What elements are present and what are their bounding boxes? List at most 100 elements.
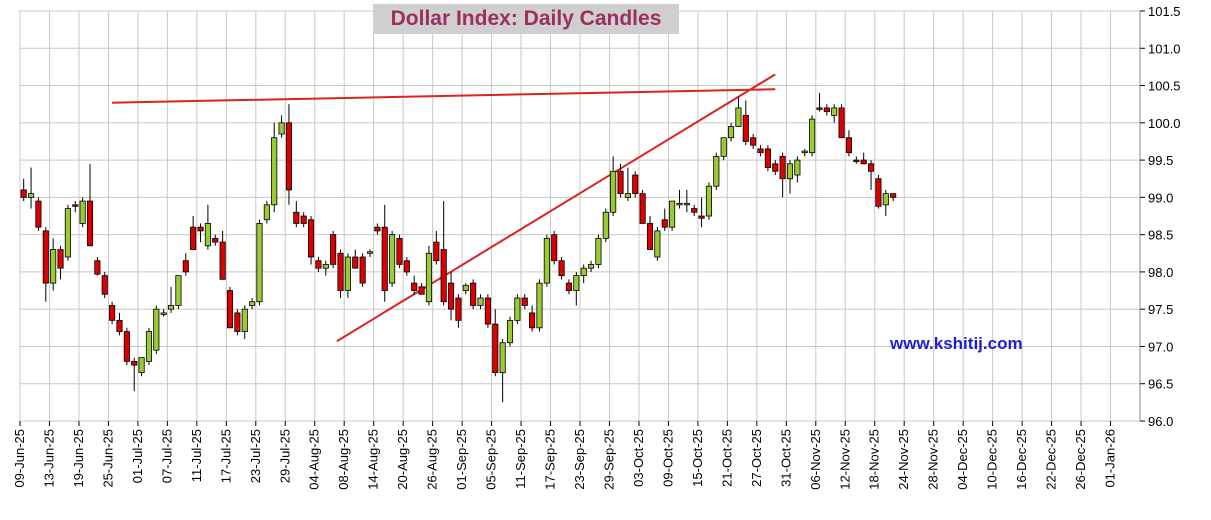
candle-up <box>204 223 211 247</box>
x-axis: 09-Jun-25 13-Jun-25 19-Jun-25 25-Jun-25 01-J… <box>12 421 1118 490</box>
y-tick-label: 96.5 <box>1148 377 1173 392</box>
candle-up <box>278 122 285 135</box>
candle-up <box>175 275 182 306</box>
candle-down <box>521 297 528 306</box>
candle-down <box>890 193 897 198</box>
candle-down <box>433 241 440 262</box>
x-tick-label: 11-Jul-25 <box>189 429 204 482</box>
candle-up <box>506 319 514 344</box>
candle-down <box>315 260 322 269</box>
candle-down <box>101 275 108 295</box>
x-tick-label: 10-Dec-25 <box>985 429 1000 490</box>
x-tick-label: 01-Jul-25 <box>130 429 145 483</box>
candle-down <box>750 137 757 146</box>
candle-up <box>595 237 602 265</box>
x-tick-label: 09-Oct-25 <box>660 429 675 487</box>
y-tick-label: 101.0 <box>1148 41 1181 56</box>
candle-down <box>234 312 241 332</box>
candle-down <box>20 189 27 198</box>
y-tick-label: 96.0 <box>1148 414 1173 429</box>
candle-down <box>293 211 300 224</box>
candle-down <box>411 282 418 291</box>
candle-down <box>330 234 337 265</box>
candle-down <box>764 148 771 168</box>
candle-down <box>440 249 447 303</box>
x-tick-label: 17-Sep-25 <box>543 429 558 490</box>
candle-up <box>536 282 543 329</box>
candle-up <box>786 163 794 180</box>
candle-down <box>359 256 366 284</box>
x-tick-label: 15-Oct-25 <box>690 429 705 487</box>
candle-down <box>352 256 359 269</box>
y-tick-label: 100.5 <box>1148 79 1181 94</box>
candle-down <box>418 286 425 295</box>
chart-title: Dollar Index: Daily Candles <box>390 7 662 30</box>
x-tick-label: 07-Jul-25 <box>159 429 174 483</box>
candle-down <box>131 360 138 366</box>
candle-up <box>425 252 433 303</box>
candle-down <box>698 215 705 219</box>
candle-up <box>160 312 167 315</box>
candle-up <box>79 200 86 224</box>
candle-down <box>617 170 624 195</box>
x-tick-label: 09-Jun-25 <box>12 429 27 488</box>
candle-up <box>499 342 506 373</box>
x-tick-label: 04-Aug-25 <box>307 429 322 490</box>
candle-down <box>86 200 94 247</box>
candle-up <box>153 308 160 351</box>
candle-down <box>337 252 344 291</box>
candle-up <box>831 107 838 116</box>
candle-down <box>57 249 64 269</box>
candle-up <box>794 159 801 176</box>
candle-up <box>728 126 735 139</box>
candle-down <box>875 178 882 207</box>
x-tick-label: 23-Sep-25 <box>572 429 587 490</box>
candle-group <box>20 93 897 403</box>
x-tick-label: 21-Oct-25 <box>719 429 734 487</box>
candle-up <box>271 137 278 206</box>
x-tick-label: 29-Sep-25 <box>601 429 616 490</box>
x-tick-label: 11-Sep-25 <box>513 429 528 489</box>
candle-down <box>565 282 573 291</box>
candle-down <box>197 226 204 232</box>
candle-up <box>602 211 609 239</box>
candle-up <box>514 297 521 321</box>
watermark: www.kshitij.com <box>890 334 1023 353</box>
candle-up <box>138 357 145 373</box>
x-tick-label: 23-Jul-25 <box>248 429 263 483</box>
candle-up <box>27 193 35 198</box>
x-tick-label: 06-Nov-25 <box>808 429 823 490</box>
candle-down <box>742 114 749 142</box>
candle-up <box>145 331 153 362</box>
candle-up <box>580 267 587 277</box>
candle-down <box>646 223 654 250</box>
x-tick-label: 08-Aug-25 <box>336 429 351 490</box>
candle-down <box>381 226 388 291</box>
candle-down <box>447 282 455 310</box>
x-tick-label: 24-Nov-25 <box>896 429 911 490</box>
candle-up <box>654 230 661 258</box>
x-tick-label: 31-Oct-25 <box>778 429 793 487</box>
x-tick-label: 29-Jul-25 <box>277 429 292 483</box>
candle-down <box>123 331 130 362</box>
candle-down <box>772 163 779 172</box>
y-tick-label: 97.0 <box>1148 339 1173 354</box>
candle-up <box>705 185 713 217</box>
candle-down <box>838 107 845 139</box>
candle-up <box>249 301 256 306</box>
candle-down <box>300 215 307 224</box>
candle-up <box>64 208 71 258</box>
candle-down <box>35 200 42 228</box>
candle-down <box>470 282 477 306</box>
x-tick-label: 16-Dec-25 <box>1014 429 1029 490</box>
candle-down <box>661 219 668 228</box>
x-tick-label: 03-Oct-25 <box>631 429 646 487</box>
y-tick-label: 98.5 <box>1148 228 1173 243</box>
x-tick-label: 26-Aug-25 <box>425 429 440 490</box>
x-tick-label: 12-Nov-25 <box>837 429 852 490</box>
candle-up <box>610 170 617 213</box>
candle-down <box>492 323 499 373</box>
candle-down <box>632 174 639 195</box>
candle-up <box>241 308 248 332</box>
